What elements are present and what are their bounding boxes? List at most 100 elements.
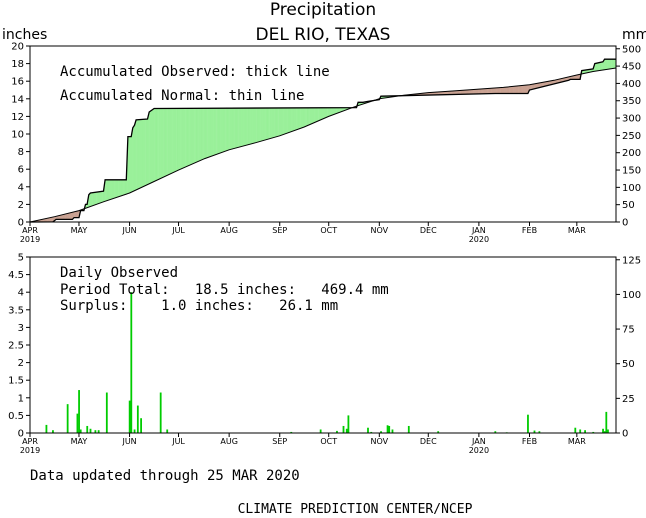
x-tick-label-aug: AUG bbox=[220, 437, 238, 446]
y-tick-label: 2 bbox=[18, 200, 24, 211]
daily-bar bbox=[494, 431, 497, 433]
x-tick-label-dec: DEC bbox=[420, 226, 437, 235]
y-tick-label: 20 bbox=[11, 42, 24, 53]
observed-legend-note: Accumulated Observed: thick line bbox=[60, 64, 330, 80]
normal-legend-note: Accumulated Normal: thin line bbox=[60, 88, 304, 104]
y-tick-label: 16 bbox=[11, 77, 24, 88]
daily-bar bbox=[437, 431, 440, 433]
daily-bar bbox=[605, 411, 608, 433]
daily-bar bbox=[386, 425, 389, 433]
x-tick-label-apr: APR bbox=[22, 437, 38, 446]
x-tick-label-jul: JUL bbox=[171, 226, 185, 235]
daily-bar bbox=[105, 392, 108, 433]
daily-bar bbox=[407, 425, 410, 433]
x-tick-label-dec: DEC bbox=[420, 437, 437, 446]
daily-bar bbox=[89, 428, 92, 433]
daily-bar bbox=[86, 425, 89, 433]
y-tick-label: 0 bbox=[18, 429, 24, 440]
credit-line: CLIMATE PREDICTION CENTER/NCEP bbox=[238, 502, 473, 517]
mm-tick-label: 400 bbox=[622, 79, 641, 90]
mm-tick-label: 75 bbox=[622, 325, 635, 336]
daily-bar bbox=[579, 429, 582, 433]
mm-tick-label: 50 bbox=[622, 359, 635, 370]
mm-tick-label: 450 bbox=[622, 62, 641, 73]
daily-bar bbox=[159, 392, 162, 433]
daily-bar bbox=[97, 430, 100, 433]
y-tick-label: 4.5 bbox=[8, 270, 24, 281]
x-tick-label-jan: JAN bbox=[471, 437, 486, 446]
mm-tick-label: 200 bbox=[622, 148, 641, 159]
data-updated-note: Data updated through 25 MAR 2020 bbox=[30, 468, 300, 484]
daily-bar bbox=[574, 427, 577, 433]
daily-bar bbox=[367, 427, 369, 433]
mm-tick-label: 300 bbox=[622, 114, 641, 125]
y-tick-label: 2.5 bbox=[8, 341, 24, 352]
daily-bar bbox=[79, 429, 82, 433]
surplus-total: Surplus: 1.0 inches: 26.1 mm bbox=[60, 298, 338, 314]
daily-bar bbox=[388, 425, 391, 433]
mm-tick-label: 250 bbox=[622, 131, 641, 142]
x-tick-label-sep: SEP bbox=[272, 437, 287, 446]
daily-bar bbox=[140, 418, 142, 433]
daily-bar bbox=[347, 415, 350, 433]
x-tick-label-oct: OCT bbox=[320, 226, 337, 235]
daily-bar bbox=[94, 430, 97, 433]
y-tick-label: 10 bbox=[11, 130, 24, 141]
daily-x-axis: APR MAY JUN JUL AUG SEP OCT NOV DEC JAN FEB MAR 2019… bbox=[20, 433, 586, 455]
y-tick-label: 3.5 bbox=[8, 305, 24, 316]
station-name: DEL RIO, TEXAS bbox=[256, 25, 391, 45]
x-tick-label-feb: FEB bbox=[522, 226, 537, 235]
y-tick-label: 14 bbox=[11, 94, 24, 105]
accumulated-difference-fills bbox=[29, 58, 617, 223]
mm-tick-label: 100 bbox=[622, 290, 641, 301]
accumulated-observed-line bbox=[29, 58, 616, 223]
daily-bar bbox=[607, 429, 609, 433]
x-tick-label-apr: APR bbox=[22, 226, 38, 235]
daily-bars bbox=[45, 292, 609, 433]
x-tick-label-may: MAY bbox=[71, 437, 88, 446]
y-tick-label: 1.5 bbox=[8, 376, 24, 387]
y-tick-label: 18 bbox=[11, 59, 24, 70]
period-total: Period Total: 18.5 inches: 469.4 mm bbox=[60, 282, 389, 298]
mm-tick-label: 100 bbox=[622, 183, 641, 194]
accumulated-y-axis: 0 2 4 6 8 10 12 14 16 18 20 bbox=[11, 42, 30, 229]
right-unit-label: mm bbox=[622, 27, 646, 43]
daily-bar bbox=[78, 390, 80, 433]
x-tick-label-may: MAY bbox=[71, 226, 88, 235]
daily-bar bbox=[538, 431, 541, 433]
daily-bar bbox=[76, 413, 79, 433]
daily-bar bbox=[166, 429, 169, 433]
daily-bar bbox=[391, 429, 394, 433]
daily-bar bbox=[527, 414, 529, 433]
mm-tick-label: 25 bbox=[622, 394, 635, 405]
mm-tick-label: 125 bbox=[622, 255, 641, 266]
mm-tick-label: 50 bbox=[622, 200, 635, 211]
daily-bar bbox=[319, 429, 322, 433]
daily-bar bbox=[66, 404, 69, 433]
y-tick-label: 0.5 bbox=[8, 411, 24, 422]
y-tick-label: 8 bbox=[18, 147, 24, 158]
daily-bar bbox=[370, 431, 373, 433]
x-tick-label-nov: NOV bbox=[371, 226, 389, 235]
mm-tick-label: 150 bbox=[622, 166, 641, 177]
daily-bar bbox=[290, 431, 293, 433]
x-year-label: 2020 bbox=[469, 446, 489, 455]
y-tick-label: 2 bbox=[18, 358, 24, 369]
daily-bar bbox=[130, 292, 133, 433]
daily-bar bbox=[342, 425, 345, 433]
x-tick-label-jun: JUN bbox=[121, 437, 136, 446]
y-tick-label: 3 bbox=[18, 323, 24, 334]
daily-bar bbox=[136, 405, 139, 433]
x-tick-label-aug: AUG bbox=[220, 226, 238, 235]
daily-bar bbox=[533, 430, 536, 433]
daily-mm-axis: 0 25 50 75 100 125 bbox=[616, 255, 641, 440]
daily-bar bbox=[584, 430, 586, 433]
mm-tick-label: 0 bbox=[622, 218, 628, 229]
daily-title: Daily Observed bbox=[60, 265, 178, 281]
mm-tick-label: 0 bbox=[622, 429, 628, 440]
accumulated-normal-line bbox=[29, 67, 617, 223]
x-tick-label-jan: JAN bbox=[471, 226, 486, 235]
daily-bar bbox=[128, 400, 131, 433]
accumulated-mm-axis: 0 50 100 150 200 250 300 350 400 450 500 bbox=[616, 44, 641, 229]
